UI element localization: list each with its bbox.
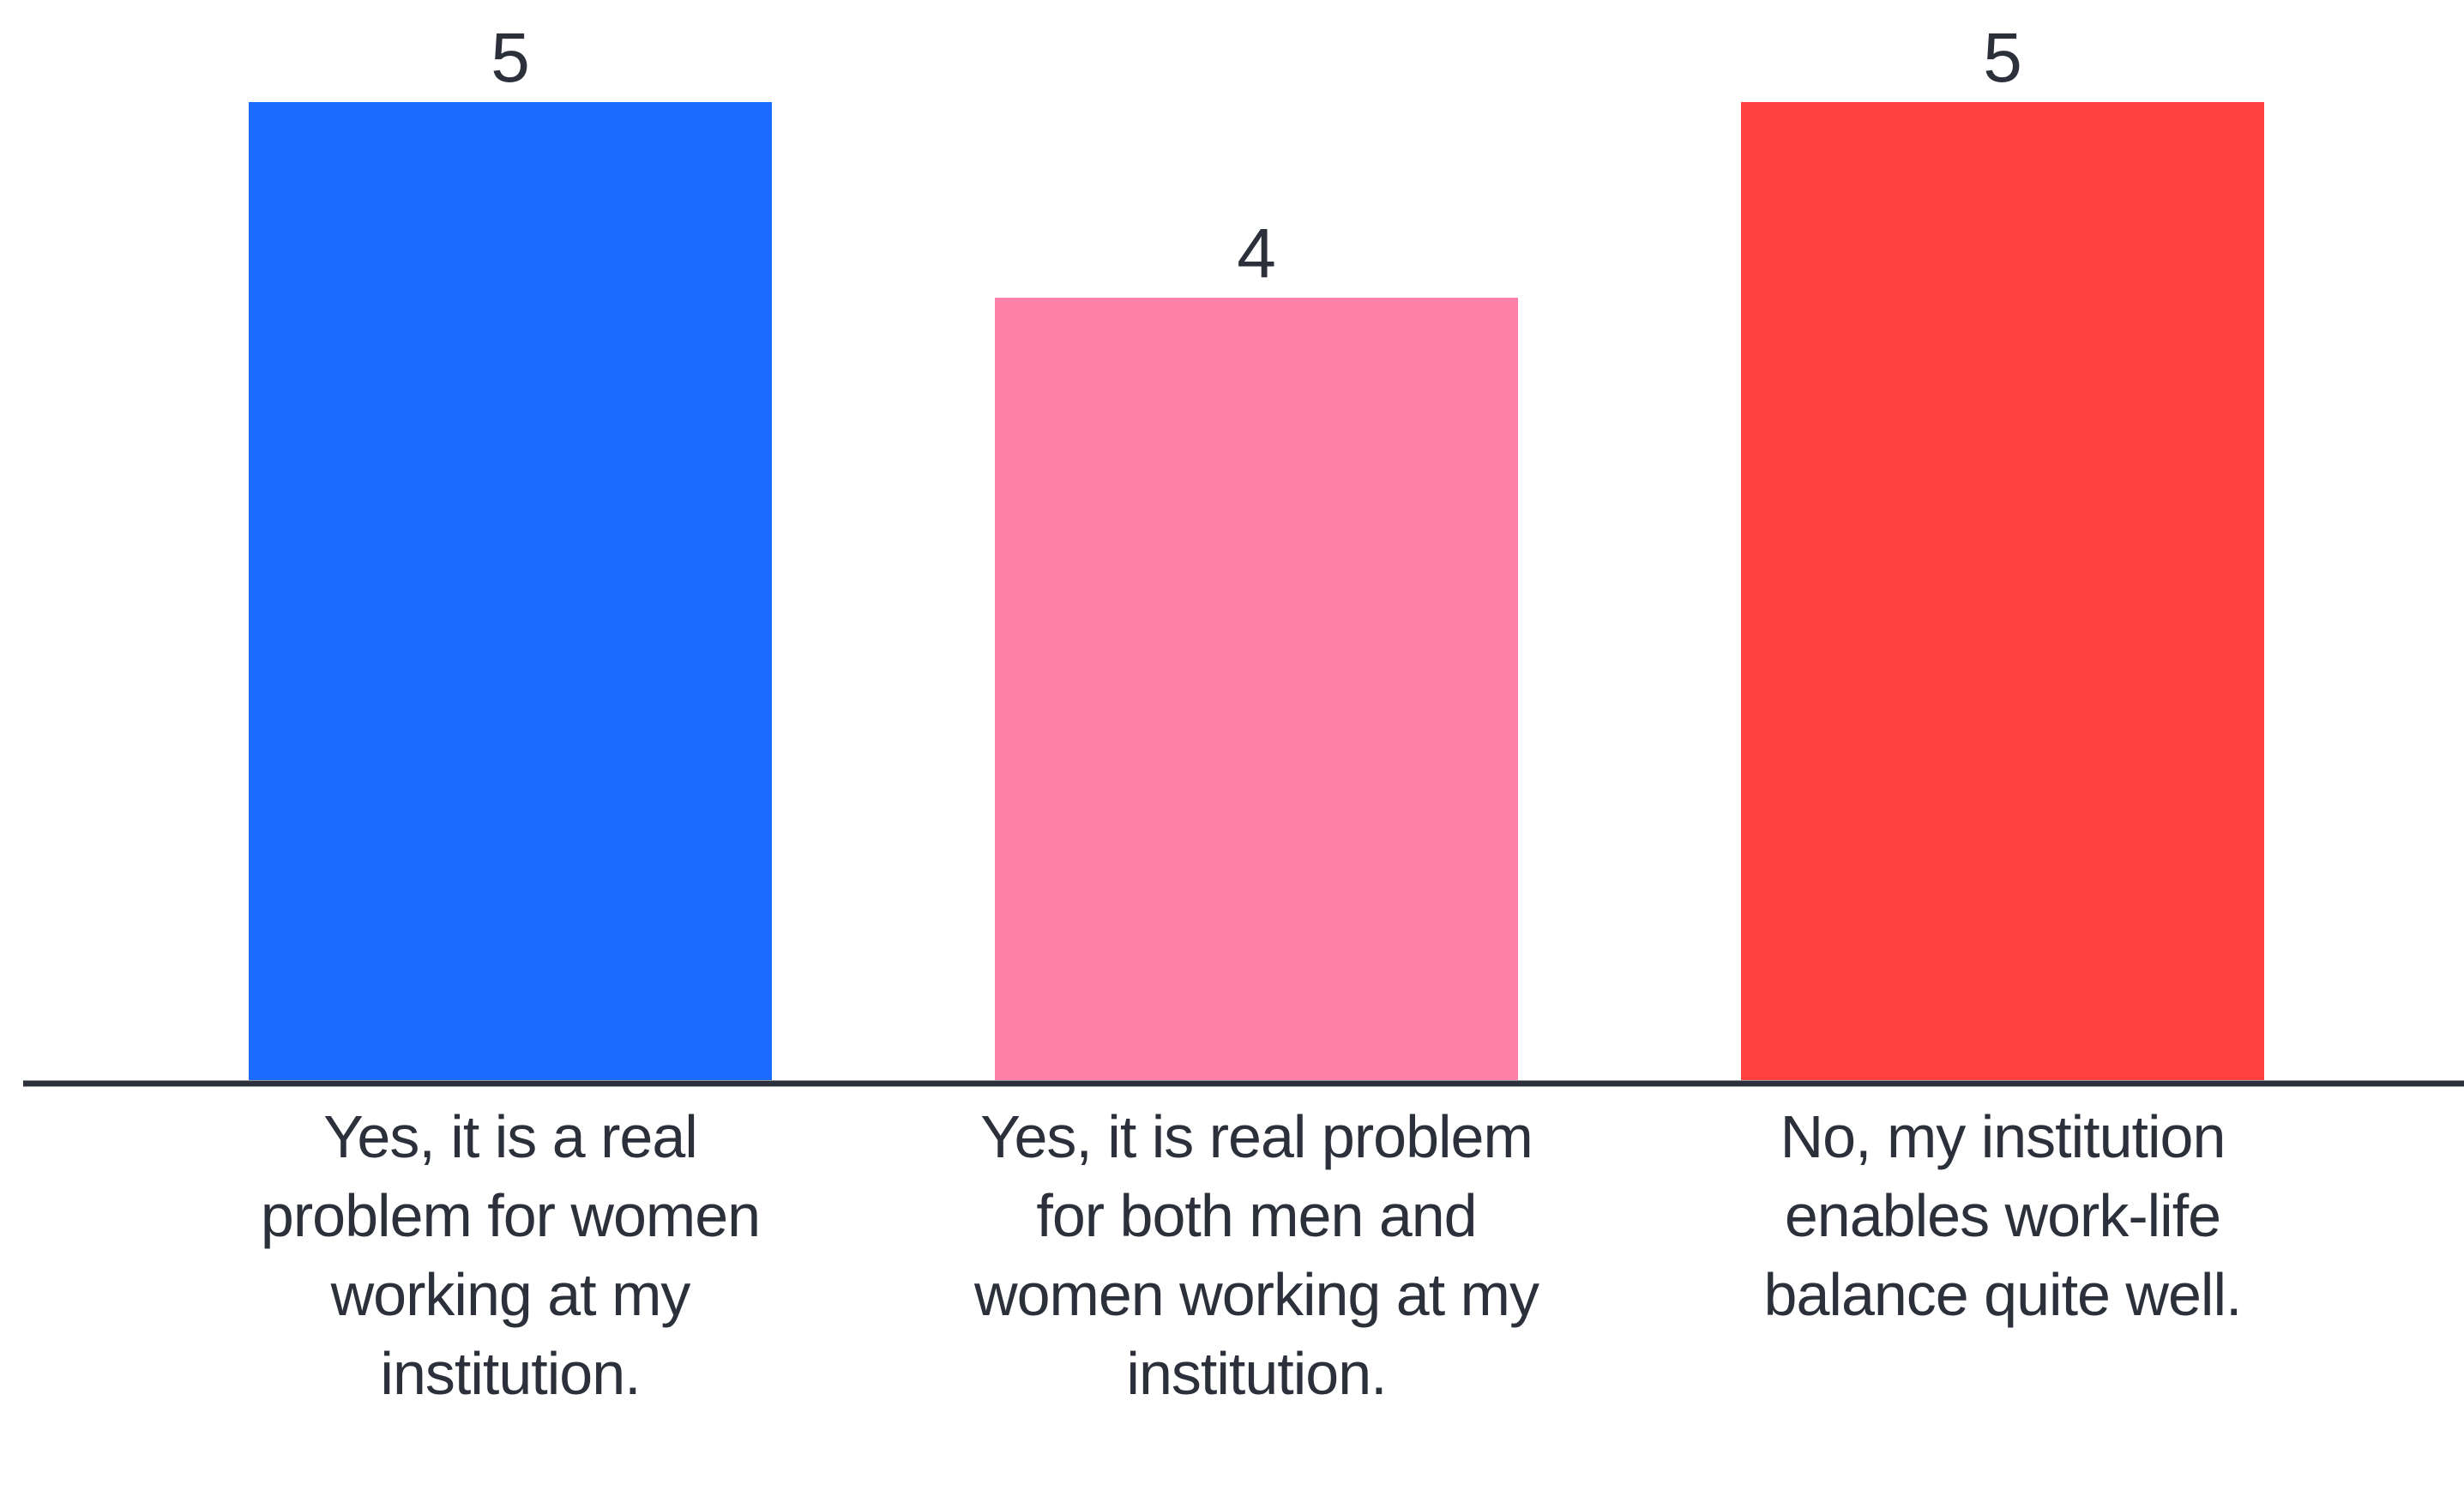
bar [249, 102, 772, 1080]
value-label: 5 [491, 19, 530, 97]
x-tick-label: No, my institution enables work-life bal… [1763, 1103, 2243, 1328]
value-label: 4 [1237, 214, 1276, 293]
bar [995, 298, 1518, 1080]
value-label: 5 [1983, 19, 2022, 97]
x-tick-label: Yes, it is a real problem for women work… [260, 1103, 761, 1407]
x-tick-label: Yes, it is real problem for both men and… [974, 1103, 1539, 1407]
bar [1741, 102, 2264, 1080]
